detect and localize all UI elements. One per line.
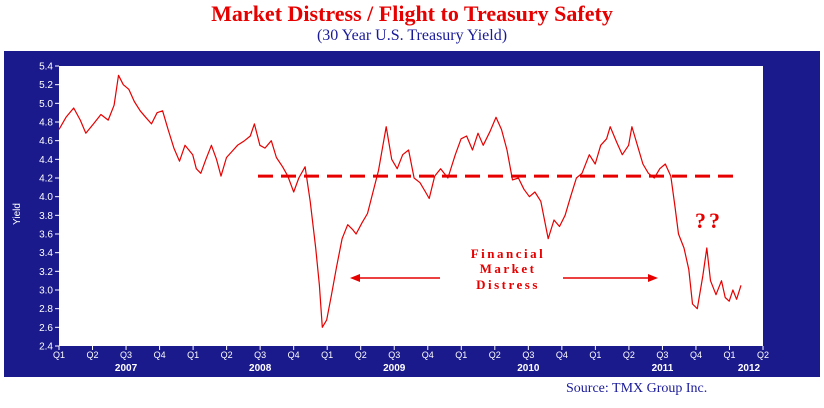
x-quarter-label: Q3: [522, 350, 534, 360]
y-tick-label: 5.4: [39, 62, 53, 73]
series-layer: [58, 74, 742, 328]
x-quarter-label: Q2: [757, 350, 769, 360]
annotation-text-line: Financial: [471, 246, 546, 261]
y-tick-label: 4.4: [39, 155, 53, 166]
x-quarter-label: Q1: [321, 350, 333, 360]
x-quarter-label: Q2: [623, 350, 635, 360]
y-tick-label: 3.2: [39, 267, 53, 278]
plot-area: [59, 66, 763, 346]
x-quarter-label: Q2: [87, 350, 99, 360]
x-year-label: 2009: [383, 363, 406, 374]
right-arrow-head: [648, 274, 658, 282]
x-quarter-label: Q4: [422, 350, 434, 360]
x-quarter-label: Q1: [455, 350, 467, 360]
annotation-text-line: Distress: [476, 277, 540, 292]
x-quarter-label: Q1: [187, 350, 199, 360]
x-quarter-label: Q1: [53, 350, 65, 360]
x-quarter-label: Q4: [288, 350, 300, 360]
x-quarter-label: Q1: [723, 350, 735, 360]
y-tick-label: 3.0: [39, 286, 53, 297]
y-tick-label: 2.8: [39, 304, 53, 315]
y-tick-label: 4.8: [39, 118, 53, 129]
chart-title: Market Distress / Flight to Treasury Saf…: [211, 1, 613, 26]
x-quarter-label: Q2: [355, 350, 367, 360]
annotation-text-line: Market: [480, 261, 537, 276]
y-tick-label: 5.2: [39, 80, 53, 91]
x-quarter-label: Q4: [556, 350, 568, 360]
y-tick-label: 2.6: [39, 323, 53, 334]
x-quarter-label: Q3: [388, 350, 400, 360]
y-tick-label: 4.0: [39, 192, 53, 203]
x-quarter-label: Q2: [489, 350, 501, 360]
y-tick-label: 5.0: [39, 99, 53, 110]
x-year-label: 2008: [249, 363, 272, 374]
y-tick-label: 3.4: [39, 248, 53, 259]
x-quarter-label: Q3: [656, 350, 668, 360]
yield-series-line: [58, 74, 742, 328]
y-tick-label: 2.4: [39, 342, 53, 353]
x-quarter-label: Q3: [120, 350, 132, 360]
y-tick-label: 4.2: [39, 174, 53, 185]
y-tick-label: 4.6: [39, 136, 53, 147]
x-quarter-label: Q1: [589, 350, 601, 360]
y-axis-label: Yield: [12, 203, 23, 225]
left-arrow-head: [350, 274, 360, 282]
x-year-label: 2007: [115, 363, 138, 374]
y-tick-label: 3.6: [39, 230, 53, 241]
axis-layer: 2.4 2.6 2.8 3.0 3.2 3.4 3.6 3.8 4.0 4.2 4.4 4.6 4.8 5…: [39, 62, 769, 375]
x-quarter-label: Q4: [154, 350, 166, 360]
x-year-label: 2010: [517, 363, 540, 374]
question-marks: ??: [695, 208, 723, 233]
y-tick-label: 3.8: [39, 211, 53, 222]
x-quarter-label: Q4: [690, 350, 702, 360]
chart-subtitle: (30 Year U.S. Treasury Yield): [316, 27, 508, 44]
x-quarter-label: Q3: [254, 350, 266, 360]
x-year-label: 2012: [738, 363, 761, 374]
x-quarter-label: Q2: [221, 350, 233, 360]
source-note: Source: TMX Group Inc.: [566, 381, 708, 396]
x-year-label: 2011: [652, 363, 674, 374]
